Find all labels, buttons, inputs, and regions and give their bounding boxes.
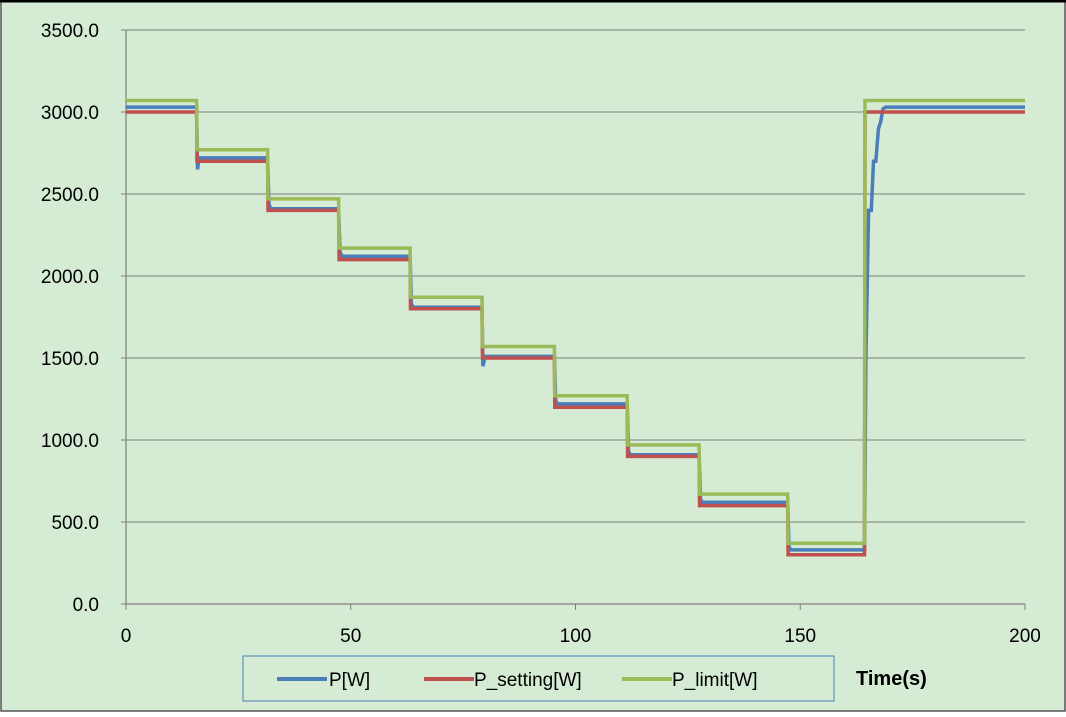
y-tick-label: 500.0 xyxy=(51,513,99,534)
x-tick-label: 150 xyxy=(784,626,816,647)
y-tick-label: 2500.0 xyxy=(41,185,99,206)
legend-box xyxy=(242,655,835,702)
y-tick-label: 3000.0 xyxy=(41,103,99,124)
legend-label: P_setting[W] xyxy=(474,670,582,691)
x-axis-label: Time(s) xyxy=(856,668,927,690)
y-tick-label: 0.0 xyxy=(73,595,99,616)
axis-layer: 0.0 500.0 1000.0 1500.0 2000.0 2500.0 3000.0 35… xyxy=(41,21,1041,647)
x-tick-label: 0 xyxy=(121,626,132,647)
series-layer xyxy=(126,98,1025,557)
y-tick-label: 1000.0 xyxy=(41,431,99,452)
x-tick-label: 100 xyxy=(560,626,592,647)
x-tick-label: 200 xyxy=(1009,626,1041,647)
y-tick-label: 3500.0 xyxy=(41,21,99,42)
y-tick-label: 2000.0 xyxy=(41,267,99,288)
series-line-p-limit-w xyxy=(126,98,1025,546)
legend-label: P_limit[W] xyxy=(672,670,758,691)
legend-label: P[W] xyxy=(329,670,370,691)
x-tick-label: 50 xyxy=(340,626,361,647)
y-tick-label: 1500.0 xyxy=(41,349,99,370)
legend: P[W] P_setting[W] P_limit[W] xyxy=(242,655,835,702)
